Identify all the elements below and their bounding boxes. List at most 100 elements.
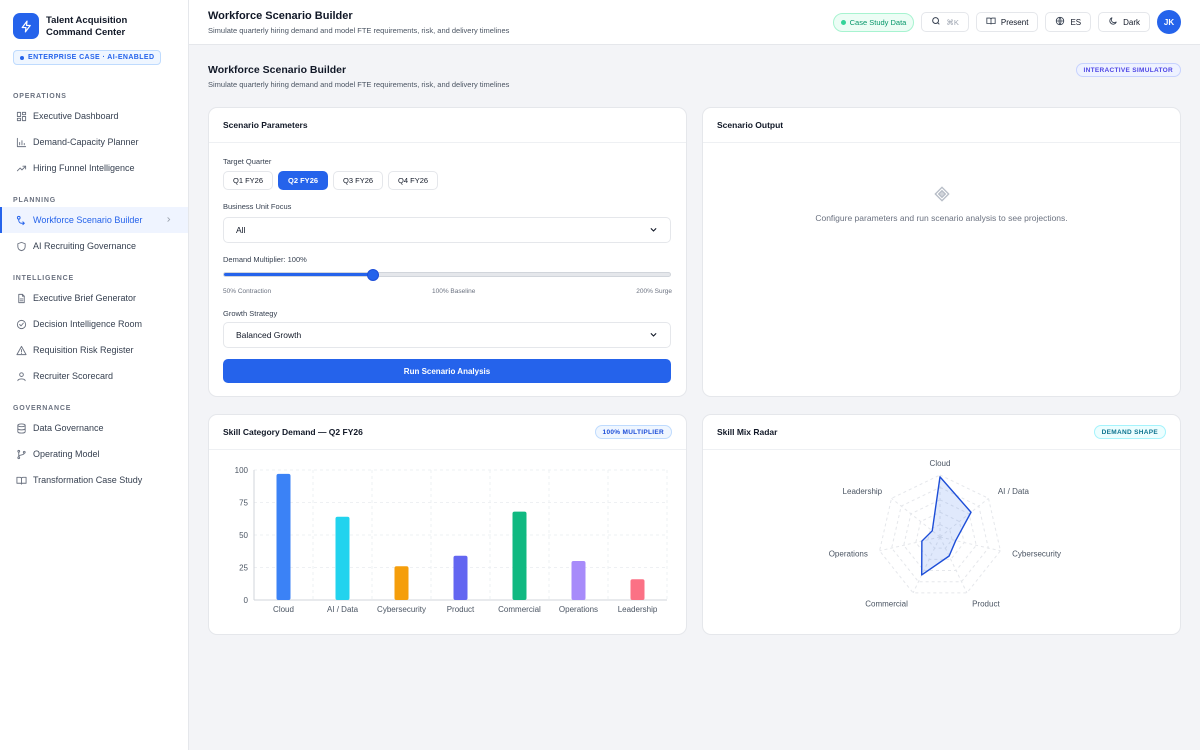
- sidebar-item-label: AI Recruiting Governance: [33, 241, 137, 251]
- bar-cloud: [276, 473, 291, 600]
- sidebar-item-label: Hiring Funnel Intelligence: [33, 163, 135, 173]
- radar-spoke: [879, 536, 941, 552]
- book-open-icon: [986, 16, 996, 28]
- x-tick-label: AI / Data: [327, 605, 359, 614]
- scale-mid-label: 100% Baseline: [432, 288, 476, 295]
- radar-axis-label: Product: [972, 600, 1000, 609]
- sidebar: Talent Acquisition Command Center ENTERP…: [0, 0, 189, 750]
- business-unit-select[interactable]: All: [223, 217, 671, 243]
- topbar: Workforce Scenario Builder Simulate quar…: [189, 0, 1200, 45]
- language-label: ES: [1070, 17, 1082, 27]
- card-title: Skill Mix Radar: [717, 427, 778, 437]
- radar-axis-label: AI / Data: [998, 487, 1030, 496]
- database-icon: [15, 422, 27, 434]
- x-tick-label: Operations: [559, 605, 598, 614]
- skill-radar-chart: Cloud AI / Data Cybersecurity Product Commer…: [829, 459, 1061, 609]
- radar-grid-ring: [927, 524, 953, 549]
- sidebar-item-data-governance[interactable]: Data Governance: [0, 415, 188, 441]
- demand-shape-badge: DEMAND SHAPE: [1093, 425, 1166, 439]
- lightning-icon: [13, 13, 39, 39]
- section-title: Workforce Scenario Builder: [208, 64, 347, 76]
- target-quarter-label: Target Quarter: [223, 157, 272, 166]
- quarter-button-q1-fy26[interactable]: Q1 FY26: [223, 171, 274, 190]
- nav-section-label: GOVERNANCE: [13, 405, 72, 412]
- radar-axis-label: Cybersecurity: [1012, 549, 1061, 558]
- slider-thumb[interactable]: [366, 269, 379, 281]
- x-tick-label: Leadership: [618, 605, 658, 614]
- chevron-right-icon: [165, 215, 172, 225]
- x-tick-label: Commercial: [498, 605, 541, 614]
- radar-grid-ring: [903, 499, 977, 572]
- sidebar-item-label: Transformation Case Study: [33, 475, 143, 485]
- demand-multiplier-slider[interactable]: [223, 269, 671, 281]
- scenario-output-card: Scenario Output Configure parameters and…: [702, 107, 1181, 397]
- sidebar-item-workforce-scenario-builder[interactable]: Workforce Scenario Builder: [0, 207, 188, 233]
- language-button[interactable]: ES: [1045, 12, 1092, 32]
- empty-state-message: Configure parameters and run scenario an…: [815, 213, 1068, 223]
- status-dot-icon: [840, 19, 846, 25]
- present-button[interactable]: Present: [975, 12, 1039, 32]
- sidebar-item-transformation-case-study[interactable]: Transformation Case Study: [0, 467, 188, 493]
- sidebar-item-label: Operating Model: [33, 449, 100, 459]
- sidebar-item-decision-intelligence-room[interactable]: Decision Intelligence Room: [0, 311, 188, 337]
- quarter-selector: Q1 FY26 Q2 FY26 Q3 FY26 Q4 FY26: [223, 171, 439, 190]
- search-button[interactable]: ⌘K: [921, 12, 969, 32]
- demand-multiplier-label: Demand Multiplier: 100%: [223, 255, 307, 264]
- radar-spoke: [912, 536, 941, 594]
- theme-toggle-button[interactable]: Dark: [1098, 12, 1150, 32]
- bar-operations: [571, 561, 586, 600]
- scale-max-label: 200% Surge: [636, 288, 672, 295]
- case-study-badge[interactable]: Case Study Data: [832, 12, 915, 32]
- business-unit-label: Business Unit Focus: [223, 202, 292, 211]
- sidebar-item-requisition-risk-register[interactable]: Requisition Risk Register: [0, 337, 188, 363]
- radar-grid-ring: [879, 474, 1001, 594]
- sidebar-item-label: Executive Dashboard: [33, 111, 119, 121]
- document-icon: [15, 292, 27, 304]
- run-scenario-button[interactable]: Run Scenario Analysis: [223, 359, 671, 383]
- brand-title: Talent Acquisition Command Center: [46, 15, 128, 38]
- check-circle-icon: [15, 318, 27, 330]
- y-tick-label: 100: [235, 466, 249, 475]
- sidebar-item-executive-brief-generator[interactable]: Executive Brief Generator: [0, 285, 188, 311]
- shield-icon: [15, 240, 27, 252]
- theme-label: Dark: [1123, 17, 1140, 27]
- bar-cybersecurity: [394, 566, 409, 600]
- x-tick-label: Cybersecurity: [377, 605, 426, 614]
- search-shortcut: ⌘K: [946, 17, 959, 27]
- nav-section-label: PLANNING: [13, 197, 56, 204]
- user-icon: [15, 370, 27, 382]
- sidebar-item-label: Demand-Capacity Planner: [33, 137, 139, 147]
- brand[interactable]: Talent Acquisition Command Center: [0, 0, 188, 48]
- present-label: Present: [1000, 17, 1029, 27]
- sidebar-item-recruiter-scorecard[interactable]: Recruiter Scorecard: [0, 363, 188, 389]
- bar-leadership: [630, 579, 645, 600]
- radar-grid-ring: [915, 511, 965, 560]
- sidebar-item-executive-dashboard[interactable]: Executive Dashboard: [0, 103, 188, 129]
- quarter-button-q2-fy26[interactable]: Q2 FY26: [278, 171, 329, 190]
- section-subtitle: Simulate quarterly hiring demand and mod…: [208, 80, 510, 89]
- nav-section-label: OPERATIONS: [13, 93, 67, 100]
- branch-icon: [15, 448, 27, 460]
- sidebar-item-operating-model[interactable]: Operating Model: [0, 441, 188, 467]
- sidebar-item-label: Requisition Risk Register: [33, 345, 134, 355]
- radar-axis-label: Cloud: [930, 459, 951, 468]
- growth-strategy-select[interactable]: Balanced Growth: [223, 322, 671, 348]
- enterprise-badge: ENTERPRISE CASE · AI-ENABLED: [13, 50, 162, 65]
- y-tick-label: 25: [239, 564, 248, 573]
- globe-icon: [1055, 16, 1065, 28]
- bar-chart-icon: [15, 136, 27, 148]
- sidebar-item-demand-capacity-planner[interactable]: Demand-Capacity Planner: [0, 129, 188, 155]
- quarter-button-q3-fy26[interactable]: Q3 FY26: [333, 171, 384, 190]
- sidebar-item-ai-recruiting-governance[interactable]: AI Recruiting Governance: [0, 233, 188, 259]
- dashboard-icon: [15, 110, 27, 122]
- bar-product: [453, 555, 468, 600]
- avatar[interactable]: JK: [1157, 10, 1181, 34]
- scale-min-label: 50% Contraction: [223, 288, 272, 295]
- multiplier-badge: 100% MULTIPLIER: [594, 425, 672, 439]
- quarter-button-q4-fy26[interactable]: Q4 FY26: [388, 171, 439, 190]
- scenario-icon: [15, 214, 27, 226]
- radar-grid-ring: [891, 486, 989, 583]
- x-tick-label: Cloud: [273, 605, 294, 614]
- card-title: Scenario Output: [717, 120, 784, 130]
- sidebar-item-hiring-funnel-intelligence[interactable]: Hiring Funnel Intelligence: [0, 155, 188, 181]
